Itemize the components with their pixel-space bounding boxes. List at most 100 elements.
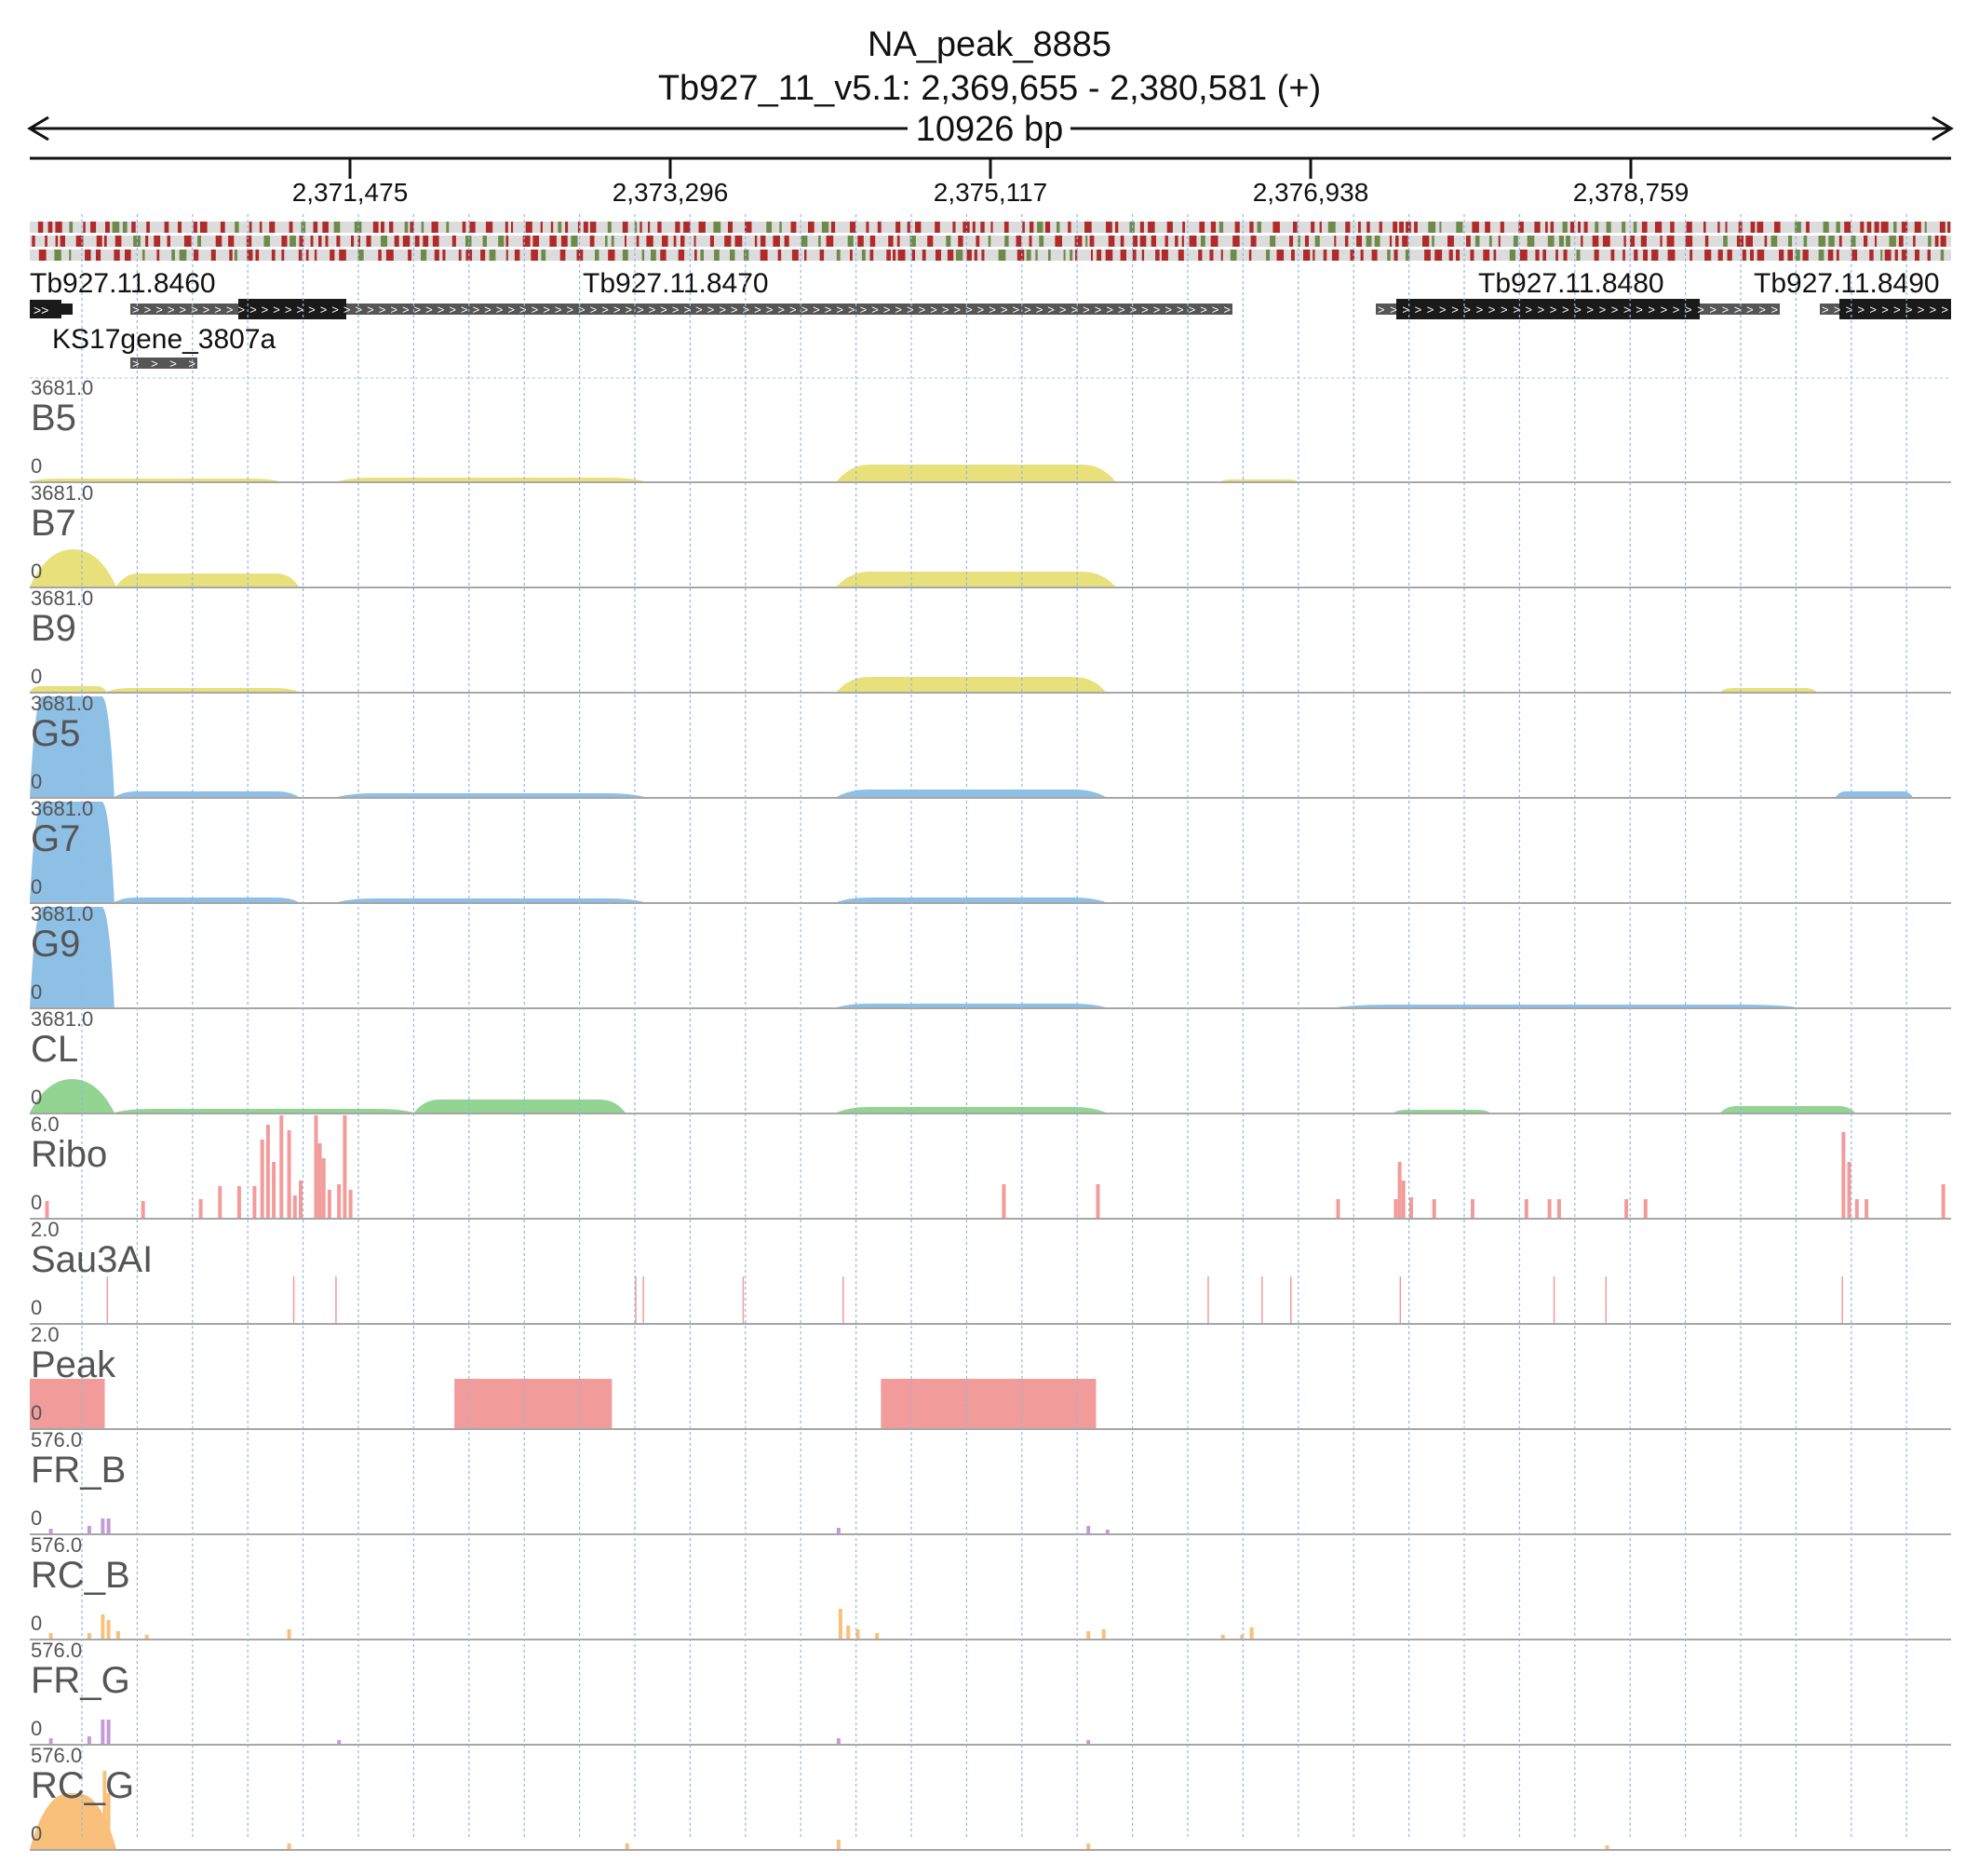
frame-mark [1022, 222, 1025, 233]
frame-mark [183, 236, 192, 247]
frame-mark [469, 222, 476, 233]
frame-mark [589, 236, 595, 247]
track-max-label: 3681.0 [31, 376, 93, 399]
frame-mark [646, 236, 653, 247]
frame-mark [1578, 222, 1581, 233]
coverage-area [114, 791, 299, 797]
frame-mark [1422, 236, 1430, 247]
frame-mark [133, 236, 141, 247]
frame-mark [1779, 250, 1784, 261]
track-g5: 3681.0 G5 0 [31, 692, 93, 793]
frame-mark [990, 222, 993, 233]
frame-mark [745, 222, 752, 233]
frame-mark [410, 222, 414, 233]
frame-mark [1818, 250, 1824, 261]
frame-mark [378, 250, 382, 261]
frame-mark [1313, 250, 1315, 261]
frame-mark [269, 222, 276, 233]
frame-mark [857, 236, 864, 247]
signal-bar [265, 1125, 270, 1218]
frame-mark [389, 222, 394, 233]
track-zero-label: 0 [31, 1086, 42, 1109]
frame-mark [639, 222, 642, 233]
gene-tb927-11-8460[interactable]: >> [30, 300, 73, 318]
frame-mark [1272, 222, 1280, 233]
frame-mark [498, 236, 505, 247]
track-name: G7 [31, 818, 80, 859]
frame-mark [1836, 222, 1840, 233]
gene-ks17gene-3807a[interactable]: >>>> [130, 357, 197, 371]
signal-bar [1865, 1199, 1869, 1218]
frame-mark [1874, 222, 1879, 233]
track-zero-label: 0 [31, 1506, 42, 1530]
frame-mark [1414, 222, 1418, 233]
frame-mark [1860, 222, 1865, 233]
signal-bar [1002, 1184, 1006, 1218]
frame-mark [698, 222, 706, 233]
frame-mark [622, 222, 628, 233]
frame-mark [55, 222, 62, 233]
frame-mark [1293, 222, 1298, 233]
frame-mark [446, 222, 450, 233]
signal-bar [1240, 1635, 1245, 1639]
sequence-frame-strips [30, 222, 1951, 261]
frame-mark [1218, 222, 1224, 233]
frame-mark [423, 236, 429, 247]
frame-mark [1155, 250, 1160, 261]
frame-mark [1545, 222, 1548, 233]
frame-mark [146, 222, 150, 233]
signal-bar [1841, 1276, 1843, 1323]
frame-mark [54, 250, 61, 261]
frame-mark [1084, 222, 1092, 233]
frame-mark [318, 236, 322, 247]
frame-mark [60, 236, 65, 247]
frame-mark [1105, 250, 1113, 261]
signal-bar [102, 1771, 107, 1849]
frame-mark [69, 250, 72, 261]
coordinate-ruler: 2,371,475 2,373,296 2,375,117 2,376,938 … [30, 156, 1951, 207]
signal-bar [299, 1181, 303, 1218]
signal-bar [106, 1620, 111, 1639]
track-max-label: 3681.0 [31, 902, 93, 925]
gene-label: Tb927.11.8480 [1478, 268, 1664, 299]
frame-mark [90, 222, 97, 233]
frame-mark [330, 250, 335, 261]
gene-tb927-11-8490[interactable]: >>>>>>>>>>> [1820, 299, 1951, 319]
frame-mark [514, 250, 520, 261]
frame-mark [1622, 250, 1625, 261]
frame-mark [1210, 236, 1218, 247]
signal-bar [1207, 1276, 1209, 1323]
signal-bar [87, 1633, 91, 1639]
frame-mark [482, 236, 487, 247]
coverage-area [30, 1793, 116, 1849]
signal-bar [1290, 1276, 1292, 1323]
frame-mark [1630, 236, 1636, 247]
frame-mark [1594, 250, 1599, 261]
frame-mark [1806, 222, 1810, 233]
frame-mark [434, 250, 439, 261]
signal-bar [1220, 1635, 1225, 1639]
frame-mark [981, 250, 985, 261]
frame-mark [289, 222, 293, 233]
frame-mark [734, 236, 743, 247]
frame-mark [583, 222, 588, 233]
frame-mark [897, 250, 906, 261]
frame-mark [1230, 250, 1237, 261]
frame-mark [313, 222, 318, 233]
gene-tb927-11-8480[interactable]: >>>>>>>>>>>>>>>>>>>>>>>>>>>>>>>>> [1376, 299, 1780, 319]
frame-mark [777, 250, 782, 261]
frame-mark [869, 236, 876, 247]
frame-mark [713, 222, 721, 233]
signal-bar [106, 1793, 111, 1849]
frame-mark [263, 236, 270, 247]
frame-mark [1844, 222, 1851, 233]
frame-mark [322, 222, 329, 233]
frame-mark [1704, 250, 1712, 261]
gene-tb927-11-8470[interactable]: >>>>>>>>>>>>>>>>>>>>>>>>>>>>>>>>>>>>>>>>… [130, 299, 1232, 319]
frame-mark [1660, 236, 1663, 247]
frame-mark [559, 250, 566, 261]
signal-bar [292, 1195, 297, 1218]
frame-mark [541, 250, 546, 261]
